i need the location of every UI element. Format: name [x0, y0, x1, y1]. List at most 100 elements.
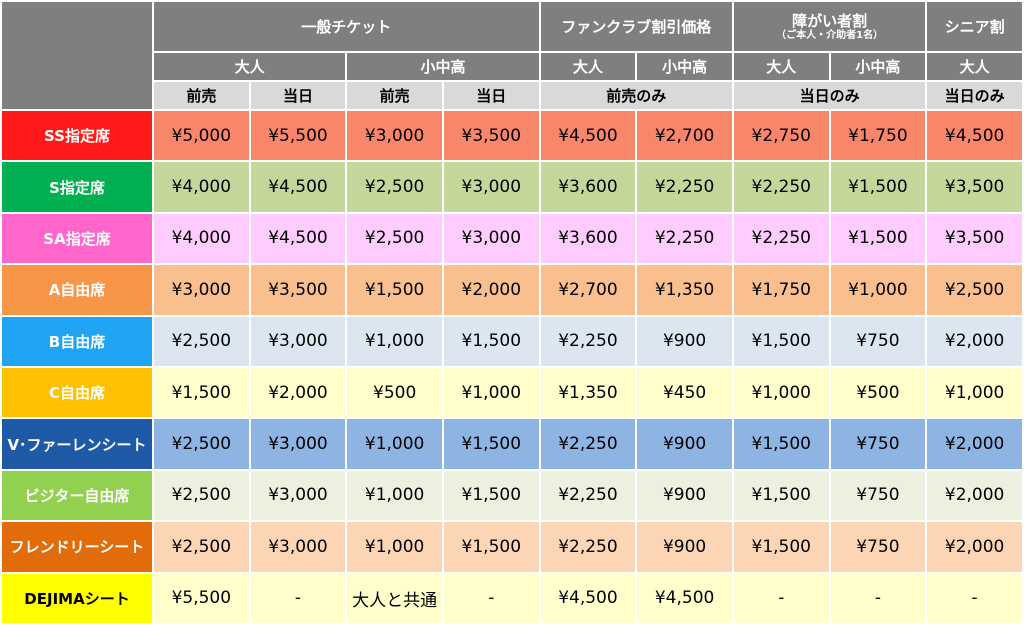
price-cell: - — [443, 573, 539, 623]
price-cell: ¥900 — [637, 316, 732, 366]
price-cell: ¥5,000 — [154, 111, 249, 161]
price-cell: ¥900 — [637, 470, 732, 521]
price-cell: ¥1,500 — [347, 265, 442, 315]
price-cell: - — [927, 573, 1022, 623]
price-cell: ¥4,500 — [637, 573, 732, 623]
price-cell: ¥4,500 — [540, 111, 636, 161]
seat-type-label: DEJIMAシート — [2, 573, 152, 623]
price-body: SS指定席 ¥5,000 ¥5,500 ¥3,000 ¥3,500 ¥4,500 ¥2,70… — [2, 111, 1022, 623]
header-presale: 前売 — [347, 82, 442, 109]
header-senior: シニア割 — [927, 2, 1022, 51]
seat-type-label: SA指定席 — [2, 213, 152, 264]
price-cell: ¥1,000 — [830, 265, 926, 315]
price-cell: ¥750 — [830, 470, 926, 521]
header-presale: 前売 — [154, 82, 249, 109]
price-cell: ¥1,000 — [733, 367, 829, 418]
price-cell: ¥2,000 — [927, 522, 1022, 572]
table-row: DEJIMAシート ¥5,500- 大人と共通 - ¥4,500 ¥4,500- - - — [2, 573, 1022, 623]
price-cell: ¥2,500 — [154, 522, 249, 572]
price-cell: ¥4,500 — [250, 213, 346, 264]
price-cell: ¥2,000 — [927, 470, 1022, 521]
price-cell: ¥2,500 — [154, 316, 249, 366]
price-cell: ¥3,500 — [927, 162, 1022, 212]
price-cell: ¥3,000 — [250, 419, 346, 469]
price-cell: ¥4,000 — [154, 213, 249, 264]
header-fanclub-adult: 大人 — [540, 53, 636, 80]
price-cell: ¥2,500 — [347, 213, 442, 264]
table-row: B自由席 ¥2,500 ¥3,000 ¥1,000 ¥1,500 ¥2,250 ¥900 ¥1… — [2, 316, 1022, 366]
price-cell: ¥1,000 — [347, 419, 442, 469]
corner-cell — [2, 2, 152, 109]
price-cell: ¥2,250 — [637, 162, 732, 212]
price-cell: ¥4,500 — [927, 111, 1022, 161]
header-sameday-only: 当日のみ — [927, 82, 1022, 109]
price-cell: ¥2,250 — [540, 522, 636, 572]
price-cell: ¥1,500 — [733, 522, 829, 572]
price-cell: ¥3,000 — [347, 111, 442, 161]
price-cell: ¥1,000 — [347, 522, 442, 572]
price-cell: ¥2,250 — [733, 213, 829, 264]
header-disability: 障がい者割 （ご本人・介助者1名） — [733, 2, 926, 51]
table-row: V･ファーレンシート ¥2,500 ¥3,000 ¥1,000 ¥1,500 ¥2,250… — [2, 419, 1022, 469]
header-general-child: 小中高 — [347, 53, 539, 80]
price-cell: ¥1,500 — [443, 522, 539, 572]
price-cell: ¥750 — [830, 522, 926, 572]
seat-type-label: V･ファーレンシート — [2, 419, 152, 469]
table-row: フレンドリーシート ¥2,500 ¥3,000 ¥1,000 ¥1,500 ¥2,250 ¥… — [2, 522, 1022, 572]
price-cell: ¥2,700 — [637, 111, 732, 161]
price-cell: ¥1,500 — [733, 470, 829, 521]
seat-type-label: A自由席 — [2, 265, 152, 315]
price-cell: ¥2,500 — [154, 470, 249, 521]
header-sameday-only: 当日のみ — [733, 82, 926, 109]
price-cell: - — [733, 573, 829, 623]
price-cell: ¥4,500 — [250, 162, 346, 212]
price-cell: ¥450 — [637, 367, 732, 418]
seat-type-label: C自由席 — [2, 367, 152, 418]
price-cell: ¥1,350 — [637, 265, 732, 315]
price-cell: ¥900 — [637, 419, 732, 469]
table-row: SA指定席 ¥4,000 ¥4,500 ¥2,500 ¥3,000 ¥3,600 ¥2,25… — [2, 213, 1022, 264]
price-cell: ¥1,000 — [443, 367, 539, 418]
price-cell: ¥5,500 — [250, 111, 346, 161]
price-cell: ¥3,600 — [540, 162, 636, 212]
header-fanclub: ファンクラブ割引価格 — [540, 2, 732, 51]
price-cell: ¥3,000 — [250, 316, 346, 366]
price-cell: ¥3,000 — [154, 265, 249, 315]
header-sameday: 当日 — [250, 82, 346, 109]
price-cell: ¥2,000 — [927, 316, 1022, 366]
price-cell: 大人と共通 — [347, 573, 442, 623]
price-cell: ¥3,500 — [443, 111, 539, 161]
price-cell: ¥1,500 — [443, 316, 539, 366]
price-cell: ¥2,500 — [927, 265, 1022, 315]
seat-type-label: S指定席 — [2, 162, 152, 212]
price-cell: ¥3,500 — [927, 213, 1022, 264]
price-cell: ¥1,500 — [830, 213, 926, 264]
price-cell: - — [250, 573, 346, 623]
price-cell: ¥1,500 — [733, 419, 829, 469]
price-cell: ¥500 — [830, 367, 926, 418]
price-cell: ¥1,500 — [733, 316, 829, 366]
price-cell: ¥2,250 — [540, 419, 636, 469]
price-cell: ¥2,750 — [733, 111, 829, 161]
price-cell: ¥1,500 — [443, 470, 539, 521]
price-cell: ¥900 — [637, 522, 732, 572]
price-cell: ¥1,500 — [154, 367, 249, 418]
header-sameday: 当日 — [443, 82, 539, 109]
table-row: S指定席 ¥4,000 ¥4,500 ¥2,500 ¥3,000 ¥3,600 ¥2,250… — [2, 162, 1022, 212]
price-cell: ¥750 — [830, 316, 926, 366]
price-cell: ¥2,700 — [540, 265, 636, 315]
price-cell: ¥2,500 — [347, 162, 442, 212]
table-row: ビジター自由席 ¥2,500 ¥3,000 ¥1,000 ¥1,500 ¥2,250 ¥90… — [2, 470, 1022, 521]
price-cell: ¥3,000 — [250, 522, 346, 572]
seat-type-label: SS指定席 — [2, 111, 152, 161]
price-cell: ¥5,500 — [154, 573, 249, 623]
price-cell: ¥500 — [347, 367, 442, 418]
price-cell: ¥2,250 — [540, 470, 636, 521]
seat-type-label: フレンドリーシート — [2, 522, 152, 572]
header-disability-child: 小中高 — [830, 53, 926, 80]
price-cell: ¥750 — [830, 419, 926, 469]
price-cell: ¥1,000 — [347, 470, 442, 521]
price-cell: ¥4,000 — [154, 162, 249, 212]
price-cell: ¥2,250 — [733, 162, 829, 212]
price-cell: ¥1,000 — [347, 316, 442, 366]
